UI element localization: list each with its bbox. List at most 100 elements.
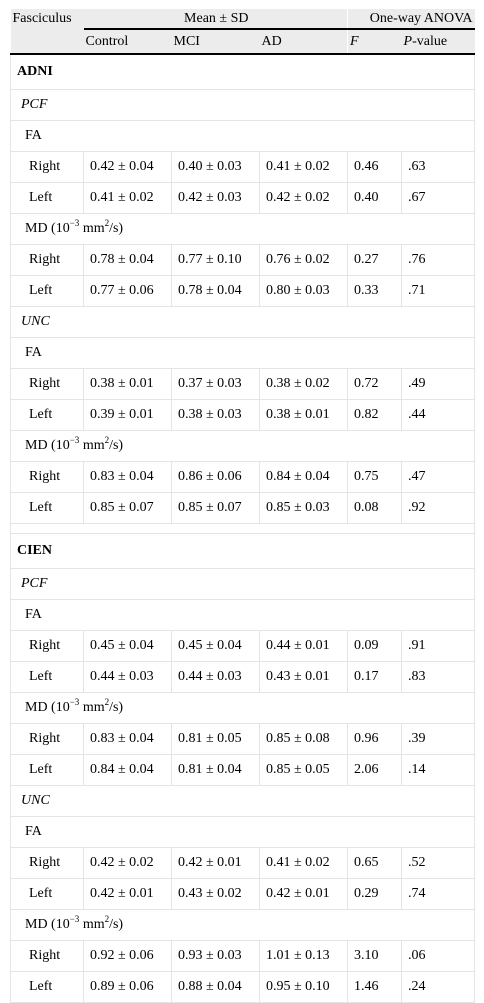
measure-label: FA xyxy=(10,120,475,152)
measure-label-md: MD (10−3 mm2/s) xyxy=(10,430,475,462)
table-row: Right 0.38 ± 0.01 0.37 ± 0.03 0.38 ± 0.02 0.… xyxy=(10,368,475,400)
side-cell: Right xyxy=(10,940,84,972)
side-cell: Left xyxy=(10,971,84,1003)
ad-header: AD xyxy=(259,29,348,55)
control-header: Control xyxy=(83,29,172,55)
control-cell: 0.92 ± 0.06 xyxy=(83,940,172,972)
ad-cell: 0.85 ± 0.03 xyxy=(259,492,349,524)
fasciculus-label: UNC xyxy=(10,306,475,338)
table-row: Right 0.42 ± 0.02 0.42 ± 0.01 0.41 ± 0.02 0.… xyxy=(10,847,475,879)
mci-cell: 0.42 ± 0.01 xyxy=(171,847,260,879)
f-cell: 0.72 xyxy=(347,368,403,400)
p-value-cell: .67 xyxy=(401,182,475,214)
ad-cell: 0.43 ± 0.01 xyxy=(259,661,349,693)
ad-cell: 0.41 ± 0.02 xyxy=(259,151,349,183)
ad-cell: 0.42 ± 0.02 xyxy=(259,182,349,214)
f-cell: 0.27 xyxy=(347,244,403,276)
f-cell: 0.29 xyxy=(347,878,403,910)
ad-cell: 0.85 ± 0.08 xyxy=(259,723,349,755)
control-cell: 0.41 ± 0.02 xyxy=(83,182,172,214)
side-cell: Left xyxy=(10,182,84,214)
f-header: F xyxy=(347,29,402,55)
measure-row: MD (10−3 mm2/s) xyxy=(10,692,475,724)
group-label: CIEN xyxy=(10,533,475,569)
p-value-cell: .49 xyxy=(401,368,475,400)
fasciculus-row: UNC xyxy=(10,785,475,817)
p-value-cell: .52 xyxy=(401,847,475,879)
mci-cell: 0.42 ± 0.03 xyxy=(171,182,260,214)
ad-cell: 0.41 ± 0.02 xyxy=(259,847,349,879)
mci-cell: 0.38 ± 0.03 xyxy=(171,399,260,431)
anova-header: One-way ANOVA xyxy=(347,9,475,30)
md-label-prefix: MD (10 xyxy=(25,700,70,715)
group-spacer-cell xyxy=(10,523,475,534)
f-cell: 0.96 xyxy=(347,723,403,755)
side-cell: Right xyxy=(10,151,84,183)
f-cell: 0.17 xyxy=(347,661,403,693)
table-row: Left 0.77 ± 0.06 0.78 ± 0.04 0.80 ± 0.03 0.3… xyxy=(10,275,475,307)
fasciculus-label: PCF xyxy=(10,568,475,600)
f-cell: 1.46 xyxy=(347,971,403,1003)
md-label-unit-exponent: 2 xyxy=(104,435,110,445)
mci-cell: 0.40 ± 0.03 xyxy=(171,151,260,183)
control-cell: 0.85 ± 0.07 xyxy=(83,492,172,524)
control-cell: 0.39 ± 0.01 xyxy=(83,399,172,431)
p-value-cell: .39 xyxy=(401,723,475,755)
p-value-cell: .74 xyxy=(401,878,475,910)
control-cell: 0.38 ± 0.01 xyxy=(83,368,172,400)
ad-cell: 0.85 ± 0.05 xyxy=(259,754,349,786)
f-cell: 3.10 xyxy=(347,940,403,972)
md-label-exponent: −3 xyxy=(69,218,80,228)
measure-row: MD (10−3 mm2/s) xyxy=(10,430,475,462)
p-value-cell: .47 xyxy=(401,461,475,493)
mci-cell: 0.93 ± 0.03 xyxy=(171,940,260,972)
side-cell: Right xyxy=(10,723,84,755)
fasciculus-label: UNC xyxy=(10,785,475,817)
fasciculus-row: UNC xyxy=(10,306,475,338)
table-row: Left 0.85 ± 0.07 0.85 ± 0.07 0.85 ± 0.03 0.0… xyxy=(10,492,475,524)
fasciculus-header-blank xyxy=(10,29,84,55)
table-row: Left 0.89 ± 0.06 0.88 ± 0.04 0.95 ± 0.10 1.4… xyxy=(10,971,475,1003)
table-row: Left 0.42 ± 0.01 0.43 ± 0.02 0.42 ± 0.01 0.2… xyxy=(10,878,475,910)
table-row: Left 0.84 ± 0.04 0.81 ± 0.04 0.85 ± 0.05 2.0… xyxy=(10,754,475,786)
control-cell: 0.44 ± 0.03 xyxy=(83,661,172,693)
p-header-suffix: -value xyxy=(412,33,448,49)
side-cell: Right xyxy=(10,461,84,493)
group-row: CIEN xyxy=(10,533,475,569)
ad-cell: 0.84 ± 0.04 xyxy=(259,461,349,493)
control-cell: 0.83 ± 0.04 xyxy=(83,723,172,755)
side-cell: Right xyxy=(10,630,84,662)
mci-cell: 0.88 ± 0.04 xyxy=(171,971,260,1003)
md-label-unit: mm xyxy=(79,700,105,715)
side-cell: Left xyxy=(10,754,84,786)
p-value-cell: .92 xyxy=(401,492,475,524)
md-label-unit: mm xyxy=(79,917,105,932)
table-body: ADNI PCF FA Right 0.42 ± 0.04 0.40 ± 0.03 0.41… xyxy=(10,54,475,1003)
md-label-exponent: −3 xyxy=(69,914,80,924)
side-cell: Left xyxy=(10,661,84,693)
measure-label: FA xyxy=(10,599,475,631)
md-label-unit-exponent: 2 xyxy=(104,697,110,707)
measure-row: FA xyxy=(10,599,475,631)
table-header: Fasciculus Mean ± SD One-way ANOVA Contr… xyxy=(10,9,475,55)
fasciculus-row: PCF xyxy=(10,89,475,121)
measure-label-md: MD (10−3 mm2/s) xyxy=(10,692,475,724)
control-cell: 0.78 ± 0.04 xyxy=(83,244,172,276)
p-value-cell: .14 xyxy=(401,754,475,786)
f-cell: 0.08 xyxy=(347,492,403,524)
p-value-cell: .44 xyxy=(401,399,475,431)
measure-label-md: MD (10−3 mm2/s) xyxy=(10,213,475,245)
md-label-unit-exponent: 2 xyxy=(104,914,110,924)
md-label-suffix: /s) xyxy=(109,438,124,453)
table-row: Right 0.83 ± 0.04 0.86 ± 0.06 0.84 ± 0.04 0.… xyxy=(10,461,475,493)
f-cell: 0.40 xyxy=(347,182,403,214)
md-label-unit: mm xyxy=(79,438,105,453)
control-cell: 0.89 ± 0.06 xyxy=(83,971,172,1003)
md-label-suffix: /s) xyxy=(109,917,124,932)
p-value-cell: .63 xyxy=(401,151,475,183)
measure-row: FA xyxy=(10,120,475,152)
p-header-italic: P xyxy=(403,33,413,49)
md-label-suffix: /s) xyxy=(109,221,124,236)
group-spacer-row xyxy=(10,523,475,534)
f-cell: 0.75 xyxy=(347,461,403,493)
